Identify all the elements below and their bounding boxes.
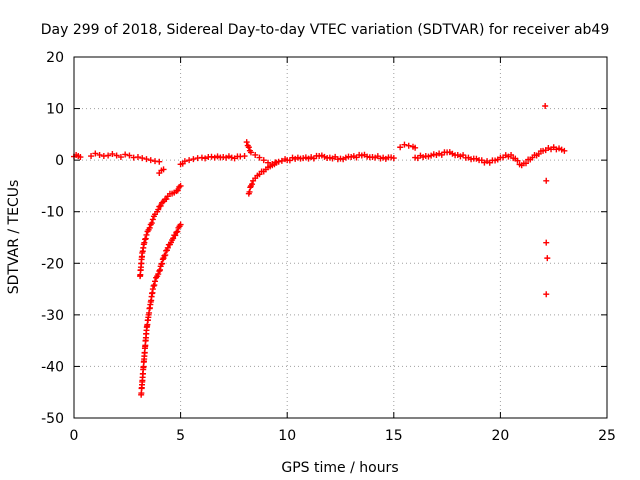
- recovery-point: [146, 224, 153, 231]
- recovery-point: [142, 235, 149, 242]
- recovery-point: [149, 286, 156, 293]
- x-tick-label: 20: [491, 428, 509, 444]
- outlier-point: [542, 102, 549, 109]
- recovery-point: [156, 267, 163, 274]
- y-tick-label: -40: [41, 359, 64, 375]
- recovery-point: [159, 256, 166, 263]
- recovery-point: [249, 181, 256, 188]
- y-tick-label: -10: [41, 205, 64, 221]
- data-point: [88, 153, 95, 160]
- data-point: [113, 152, 120, 159]
- axis-ticks: [73, 56, 608, 419]
- recovery-point: [149, 216, 156, 223]
- x-tick-label: 15: [385, 428, 403, 444]
- data-point: [390, 155, 397, 162]
- data-point: [514, 157, 521, 164]
- x-tick-label: 10: [278, 428, 296, 444]
- data-point: [202, 155, 209, 162]
- data-point: [77, 154, 84, 161]
- data-point: [208, 153, 215, 160]
- recovery-point: [159, 260, 166, 267]
- data-point: [243, 139, 250, 146]
- data-point: [198, 154, 205, 161]
- data-point: [160, 166, 167, 173]
- recovery-point: [174, 187, 181, 194]
- plot-frame: [73, 56, 608, 419]
- recovery-point: [174, 228, 181, 235]
- outlier-point: [543, 239, 550, 246]
- data-point: [122, 151, 129, 158]
- data-point: [190, 156, 197, 163]
- data-point: [109, 150, 116, 157]
- recovery-point: [273, 159, 280, 166]
- x-tick-label: 0: [70, 428, 79, 444]
- recovery-point: [164, 244, 171, 251]
- y-tick-label: -20: [41, 256, 64, 272]
- data-point: [405, 142, 412, 149]
- chart-title: Day 299 of 2018, Sidereal Day-to-day VTE…: [41, 22, 610, 38]
- y-tick-label: 10: [46, 102, 64, 118]
- y-tick-label: -50: [41, 411, 64, 427]
- data-point: [181, 158, 188, 165]
- data-point: [561, 147, 568, 154]
- data-point: [508, 151, 515, 158]
- recovery-point: [157, 202, 164, 209]
- data-point: [412, 144, 419, 151]
- y-tick-label: 0: [55, 153, 64, 169]
- recovery-point: [150, 282, 157, 289]
- recovery-point: [141, 239, 148, 246]
- tick-labels: 0 5 10 15 20 25 -50 -40 -30 -20 -10 0 10 20: [41, 50, 616, 444]
- recovery-point: [148, 220, 155, 227]
- recovery-point: [162, 252, 169, 259]
- data-point: [228, 154, 235, 161]
- data-point: [252, 151, 259, 158]
- x-axis-label: GPS time / hours: [281, 460, 398, 476]
- data-point: [96, 151, 103, 158]
- recovery-point: [156, 268, 163, 275]
- y-tick-label: -30: [41, 308, 64, 324]
- recovery-point: [177, 182, 184, 189]
- data-point: [211, 154, 218, 161]
- recovery-point: [151, 282, 158, 289]
- data-point: [401, 141, 408, 148]
- recovery-point: [172, 232, 179, 239]
- data-point: [126, 152, 133, 159]
- data-point: [256, 154, 263, 161]
- data-point: [247, 149, 254, 156]
- data-point: [245, 144, 252, 151]
- outlier-point: [543, 291, 550, 298]
- y-axis-label: SDTVAR / TECUs: [6, 180, 22, 295]
- x-tick-label: 25: [598, 428, 616, 444]
- data-point: [278, 157, 285, 164]
- y-tick-label: 20: [46, 50, 64, 66]
- data-point: [139, 155, 146, 162]
- data-point: [156, 158, 163, 165]
- recovery-point: [152, 278, 159, 285]
- outlier-point: [544, 255, 551, 262]
- recovery-point: [246, 188, 253, 195]
- x-tick-label: 5: [176, 428, 185, 444]
- data-point: [186, 157, 193, 164]
- data-point: [397, 144, 404, 151]
- data-points: [71, 102, 568, 398]
- data-point: [134, 154, 141, 161]
- data-point: [522, 160, 529, 167]
- data-point: [143, 156, 150, 163]
- data-point: [241, 153, 248, 160]
- data-point: [105, 152, 112, 159]
- outlier-point: [543, 177, 550, 184]
- data-point: [117, 154, 124, 161]
- data-point: [214, 153, 221, 160]
- recovery-point: [155, 206, 162, 213]
- data-point: [260, 157, 267, 164]
- recovery-point: [143, 231, 150, 238]
- data-point: [92, 150, 99, 157]
- recovery-point: [173, 229, 180, 236]
- recovery-point: [155, 271, 162, 278]
- data-point: [147, 157, 154, 164]
- recovery-point: [177, 221, 184, 228]
